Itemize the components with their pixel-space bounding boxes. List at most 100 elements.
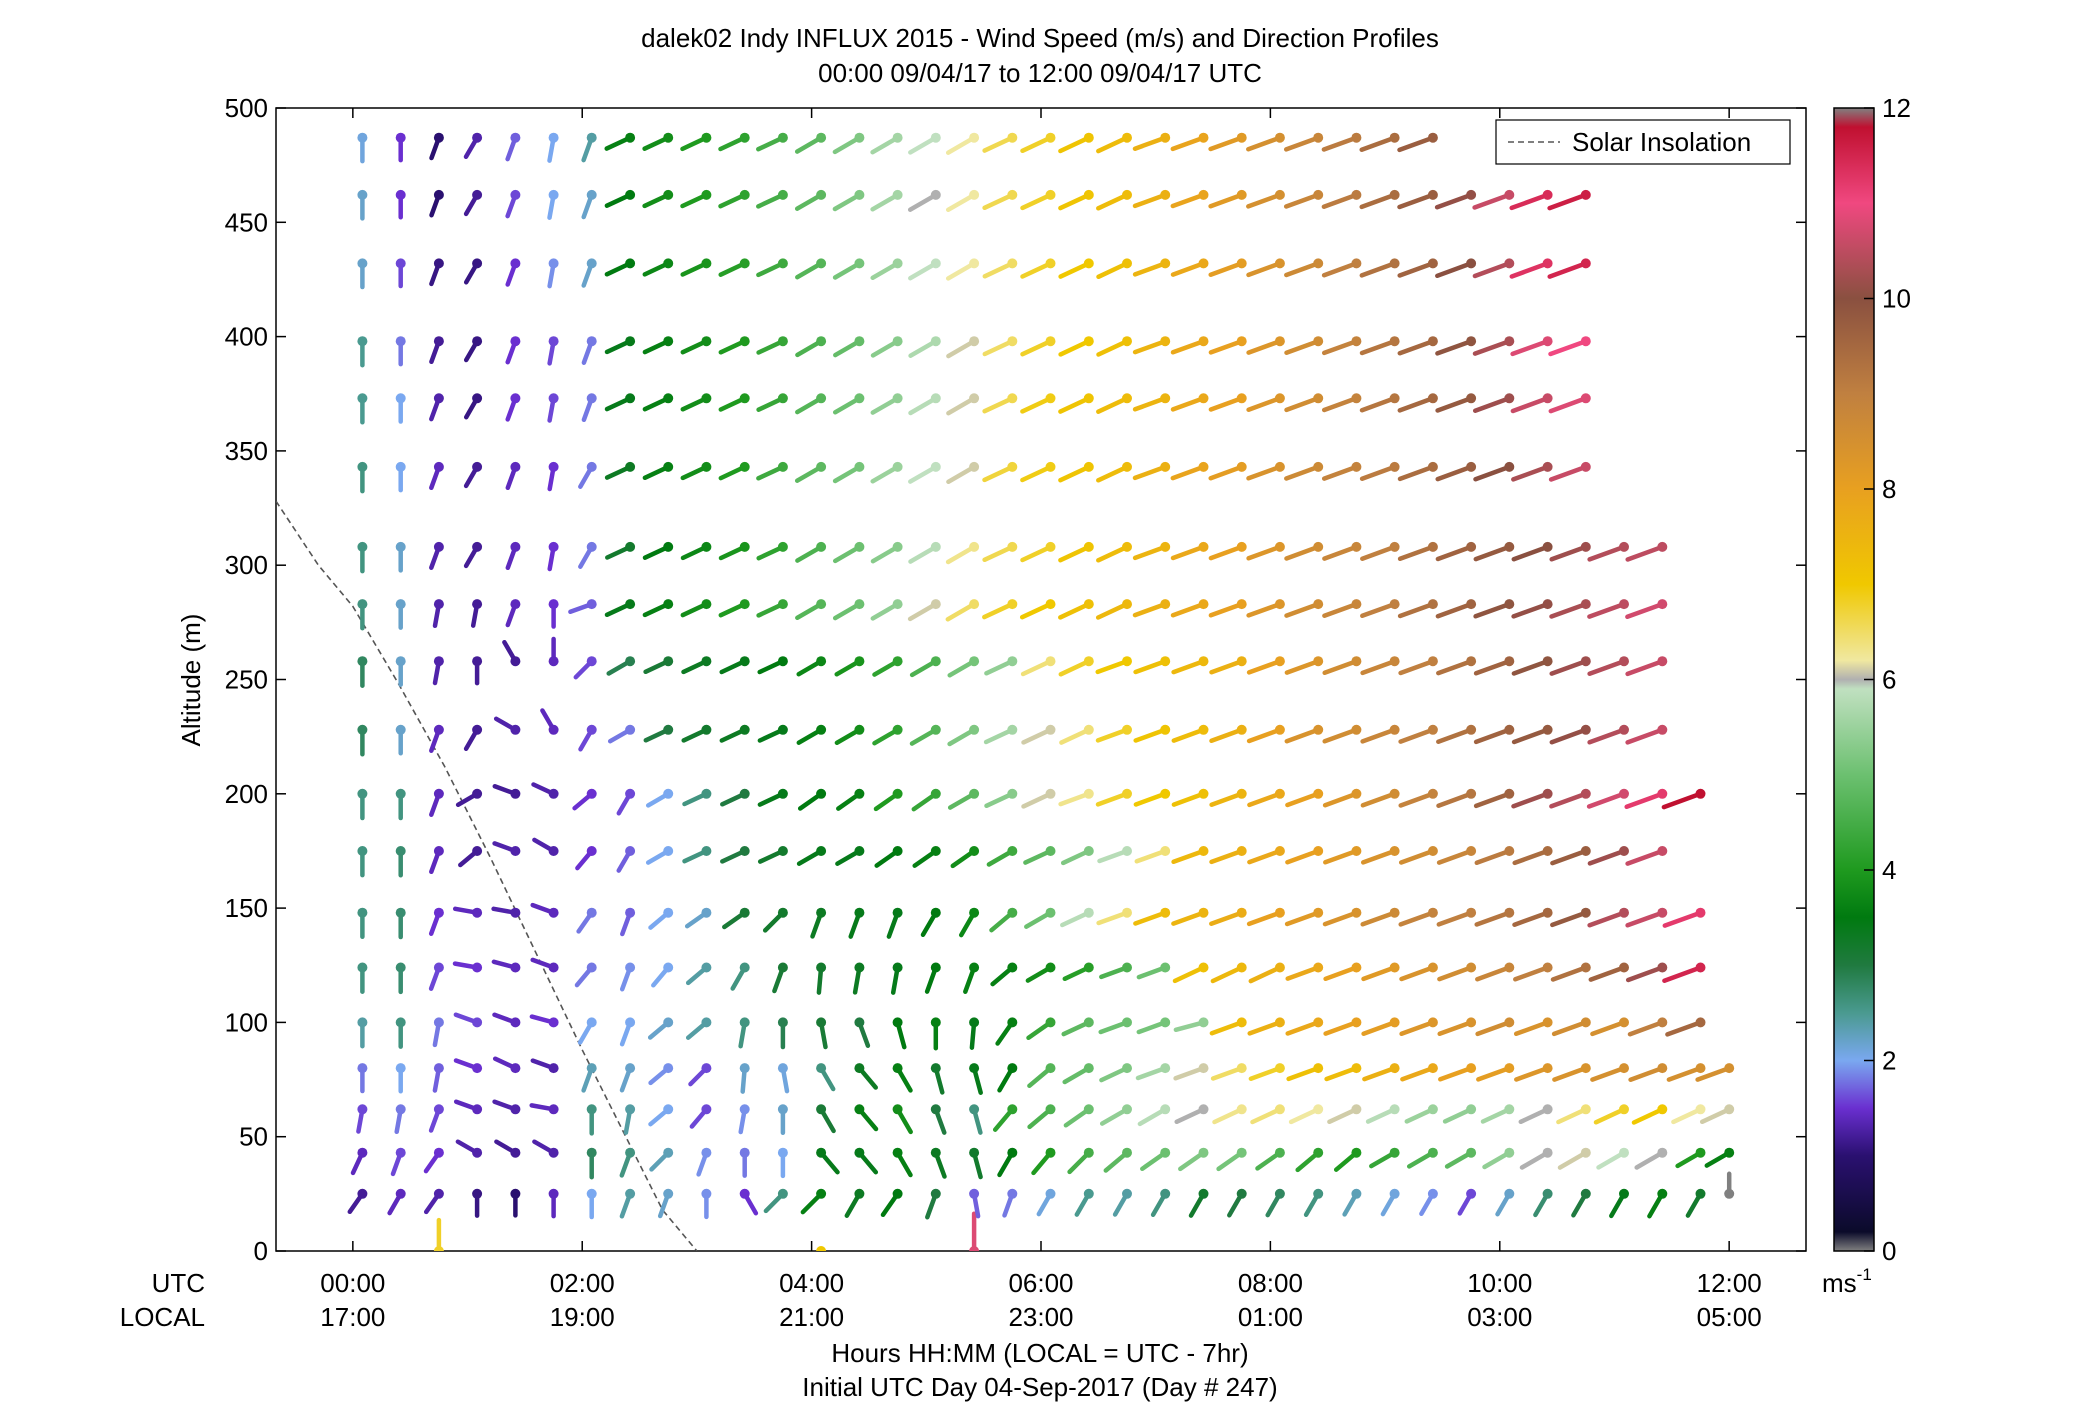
wind-barb [581, 393, 597, 423]
wind-barb [1058, 336, 1094, 357]
wind-barb-shaft [1473, 727, 1512, 745]
x-axis: 00:0017:0002:0019:0004:0021:0006:0023:00… [320, 108, 1762, 1332]
wind-barb-shaft [1058, 464, 1092, 483]
wind-barb [395, 132, 406, 163]
wind-barb-dot [1504, 1017, 1515, 1028]
wind-barb-dot [433, 541, 444, 552]
wind-barb-dot [816, 461, 827, 472]
wind-barb [577, 1017, 597, 1045]
wind-barb-dot [1619, 846, 1629, 856]
wind-barb-shaft [1058, 658, 1092, 677]
wind-barb [870, 461, 903, 484]
wind-barb-shaft [1208, 261, 1244, 277]
wind-barb-shaft [1322, 727, 1359, 744]
wind-barb-dot [510, 258, 521, 269]
wind-barb [1284, 599, 1324, 618]
wind-barb-dot [1351, 393, 1362, 404]
wind-barb-dot [433, 1063, 444, 1074]
wind-barb [1509, 258, 1553, 279]
wind-barb-shaft [1172, 965, 1206, 984]
wind-barb-dot [969, 393, 980, 404]
wind-barb [1359, 189, 1400, 210]
wind-barb-dot [777, 1147, 788, 1158]
wind-barb-shaft [1170, 396, 1206, 412]
wind-barb [1397, 336, 1438, 356]
wind-barb-shaft [1020, 261, 1053, 279]
wind-barb-dot [1045, 541, 1056, 552]
wind-barb [739, 1147, 750, 1178]
wind-barb-dot [1619, 962, 1629, 973]
wind-barb [982, 461, 1018, 483]
wind-barb [680, 599, 712, 618]
wind-barb-dot [357, 132, 368, 143]
wind-barb-dot [1045, 461, 1056, 472]
wind-barb-dot [892, 461, 903, 472]
y-tick-label: 500 [225, 93, 268, 123]
wind-barb-dot [433, 907, 444, 918]
wind-barb-dot [510, 846, 521, 856]
wind-barb [1059, 724, 1094, 745]
wind-barb [983, 724, 1018, 745]
wind-barb-dot [548, 907, 559, 918]
wind-barb [777, 1104, 788, 1136]
wind-barb [816, 1246, 827, 1251]
wind-barb [510, 1188, 521, 1218]
wind-barb [1248, 1063, 1285, 1081]
wind-barb-dot [433, 393, 444, 404]
wind-barb-dot [1122, 132, 1132, 143]
wind-barb-shaft [1208, 601, 1244, 618]
wind-barb [680, 541, 712, 561]
wind-barb-dot [816, 336, 827, 347]
wind-barb-dot [1122, 788, 1132, 799]
wind-barb [880, 1188, 903, 1218]
wind-barb-shaft [1398, 910, 1436, 927]
wind-barb [1472, 258, 1515, 279]
wind-barb [1323, 962, 1362, 982]
wind-barb-dot [701, 1063, 712, 1074]
wind-barb-dot [586, 846, 597, 856]
wind-barb [1587, 599, 1629, 619]
wind-barb-dot [1198, 461, 1209, 472]
wind-barb-dot [1619, 541, 1629, 552]
wind-barb-shaft [1321, 261, 1359, 278]
wind-barb-shaft [1360, 910, 1397, 927]
wind-barb [681, 724, 712, 743]
wind-barb [1514, 1063, 1553, 1082]
wind-barb [1095, 788, 1132, 807]
wind-barb-shaft [1095, 658, 1130, 675]
wind-barb-dot [395, 132, 406, 143]
wind-barb [647, 1017, 674, 1040]
wind-barb [982, 336, 1018, 357]
wind-barb-shaft [982, 192, 1015, 211]
wind-barb-shaft [1438, 1065, 1474, 1082]
wind-barb-dot [1695, 1104, 1706, 1115]
wind-barb-dot [816, 1246, 827, 1251]
wind-barb [1095, 599, 1132, 620]
wind-barb-dot [1389, 788, 1400, 799]
wind-barb [491, 959, 521, 973]
wind-barb-dot [854, 541, 865, 552]
wind-barb-dot [1427, 1104, 1438, 1115]
wind-barb [1587, 724, 1629, 745]
wind-barb-dot [1542, 1104, 1553, 1115]
wind-barb [623, 1104, 636, 1135]
wind-barb-dot [472, 336, 483, 347]
wind-barb-dot [1724, 1188, 1735, 1199]
wind-barb-dot [586, 541, 597, 552]
wind-barb [452, 906, 483, 918]
wind-barb-dot [1657, 724, 1668, 735]
wind-barb-dot [892, 336, 903, 347]
wind-barb [1208, 336, 1247, 355]
wind-barb-shaft [945, 601, 977, 622]
wind-barb [494, 1139, 521, 1158]
wind-barb [969, 1017, 980, 1050]
wind-barb [1284, 393, 1324, 413]
wind-barb-dot [1504, 189, 1515, 200]
wind-barb [1170, 393, 1209, 412]
wind-barb-shaft [1246, 601, 1283, 618]
wind-barb [576, 907, 597, 934]
wind-barb [722, 907, 750, 930]
wind-barb-dot [930, 1063, 941, 1074]
wind-barb [1435, 541, 1477, 562]
